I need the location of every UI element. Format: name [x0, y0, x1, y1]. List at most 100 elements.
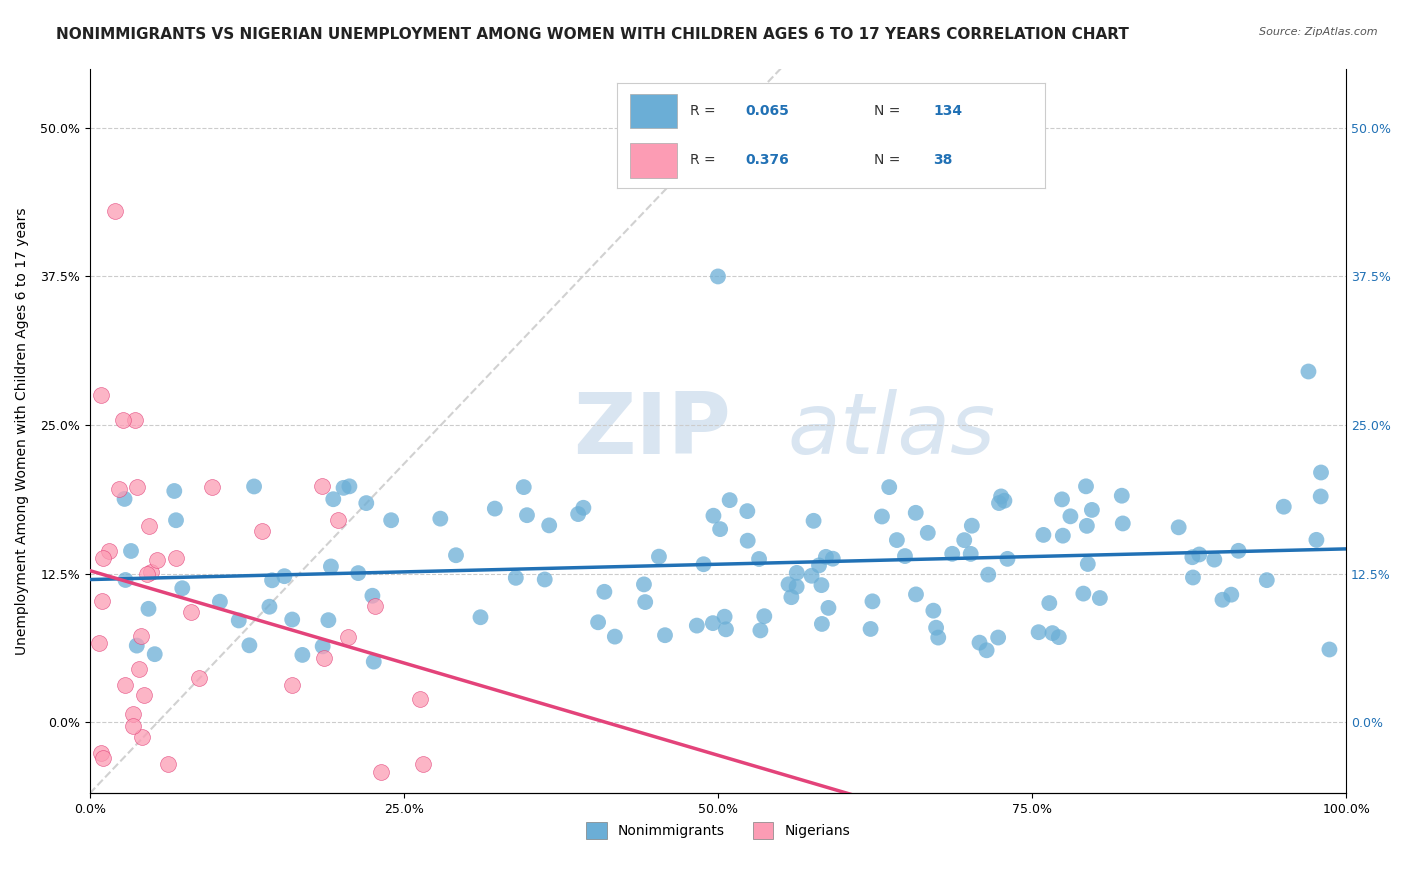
Nonimmigrants	[339, 479, 361, 493]
Nigerians	[111, 412, 134, 426]
Nonimmigrants	[513, 480, 536, 494]
Nonimmigrants	[1204, 552, 1226, 566]
Nonimmigrants	[291, 648, 314, 662]
Legend: Nonimmigrants, Nigerians: Nonimmigrants, Nigerians	[581, 816, 856, 845]
Nonimmigrants	[808, 558, 831, 573]
Nigerians	[90, 746, 112, 760]
Nonimmigrants	[238, 638, 260, 652]
Nigerians	[104, 204, 127, 219]
Nigerians	[108, 482, 131, 496]
Nonimmigrants	[165, 513, 187, 527]
Nigerians	[125, 480, 148, 494]
Nigerians	[370, 764, 392, 779]
Y-axis label: Unemployment Among Women with Children Ages 6 to 17 years: Unemployment Among Women with Children A…	[15, 207, 30, 655]
Nonimmigrants	[1028, 625, 1050, 640]
Nonimmigrants	[780, 590, 803, 604]
Text: Source: ZipAtlas.com: Source: ZipAtlas.com	[1260, 27, 1378, 37]
Nonimmigrants	[702, 616, 724, 631]
Nonimmigrants	[444, 548, 467, 562]
Nonimmigrants	[1076, 519, 1098, 533]
Nonimmigrants	[811, 616, 834, 631]
Nonimmigrants	[1181, 570, 1204, 584]
Nonimmigrants	[114, 491, 136, 506]
Nigerians	[139, 565, 162, 579]
Nonimmigrants	[228, 614, 250, 628]
Nonimmigrants	[1211, 592, 1233, 607]
Nonimmigrants	[114, 573, 136, 587]
Nonimmigrants	[1111, 489, 1133, 503]
Nonimmigrants	[1167, 520, 1189, 534]
Nigerians	[136, 567, 159, 582]
Nonimmigrants	[332, 481, 354, 495]
Nonimmigrants	[1050, 492, 1073, 507]
Nonimmigrants	[821, 551, 844, 566]
Nonimmigrants	[692, 558, 714, 572]
Nonimmigrants	[1081, 503, 1104, 517]
Text: atlas: atlas	[787, 390, 995, 473]
Nonimmigrants	[922, 604, 945, 618]
Nigerians	[337, 631, 360, 645]
Nigerians	[90, 388, 112, 402]
Nonimmigrants	[953, 533, 976, 548]
Nonimmigrants	[1077, 557, 1099, 571]
Nonimmigrants	[988, 496, 1011, 510]
Nonimmigrants	[749, 624, 772, 638]
Nigerians	[157, 756, 180, 771]
Nigerians	[145, 553, 167, 567]
Nigerians	[97, 544, 120, 558]
Nonimmigrants	[786, 580, 808, 594]
Nigerians	[412, 756, 434, 771]
Nonimmigrants	[208, 595, 231, 609]
Nonimmigrants	[172, 581, 194, 595]
Nonimmigrants	[702, 508, 724, 523]
Nonimmigrants	[1052, 529, 1074, 543]
Nonimmigrants	[1319, 642, 1341, 657]
Nigerians	[166, 551, 188, 566]
Nonimmigrants	[1305, 533, 1327, 547]
Nonimmigrants	[976, 643, 998, 657]
Nonimmigrants	[1074, 479, 1097, 493]
Text: NONIMMIGRANTS VS NIGERIAN UNEMPLOYMENT AMONG WOMEN WITH CHILDREN AGES 6 TO 17 YE: NONIMMIGRANTS VS NIGERIAN UNEMPLOYMENT A…	[56, 27, 1129, 42]
Nonimmigrants	[877, 480, 900, 494]
Nonimmigrants	[737, 504, 759, 518]
Nonimmigrants	[1298, 364, 1320, 378]
Nigerians	[114, 677, 136, 691]
Nonimmigrants	[886, 533, 908, 547]
Nigerians	[364, 599, 387, 613]
Nonimmigrants	[538, 518, 561, 533]
Nigerians	[91, 594, 114, 608]
Nonimmigrants	[1032, 528, 1054, 542]
Nonimmigrants	[281, 613, 304, 627]
Text: ZIP: ZIP	[574, 390, 731, 473]
Nigerians	[93, 550, 115, 565]
Nonimmigrants	[380, 513, 402, 527]
Nonimmigrants	[817, 600, 839, 615]
Nonimmigrants	[941, 547, 963, 561]
Nigerians	[311, 479, 333, 493]
Nonimmigrants	[484, 501, 506, 516]
Nigerians	[87, 636, 110, 650]
Nonimmigrants	[572, 500, 595, 515]
Nonimmigrants	[1047, 630, 1070, 644]
Nonimmigrants	[917, 525, 939, 540]
Nonimmigrants	[862, 594, 884, 608]
Nonimmigrants	[810, 578, 832, 592]
Nonimmigrants	[120, 544, 142, 558]
Nonimmigrants	[654, 628, 676, 642]
Nonimmigrants	[143, 647, 166, 661]
Nonimmigrants	[1310, 466, 1333, 480]
Nonimmigrants	[125, 639, 148, 653]
Nonimmigrants	[707, 269, 730, 284]
Nonimmigrants	[138, 602, 160, 616]
Nigerians	[250, 524, 273, 538]
Nonimmigrants	[969, 635, 991, 649]
Nonimmigrants	[718, 493, 741, 508]
Nonimmigrants	[586, 615, 609, 630]
Nonimmigrants	[870, 509, 893, 524]
Nonimmigrants	[322, 492, 344, 507]
Nonimmigrants	[1112, 516, 1135, 531]
Nonimmigrants	[648, 549, 671, 564]
Nonimmigrants	[959, 547, 981, 561]
Nigerians	[129, 629, 152, 643]
Nonimmigrants	[163, 483, 186, 498]
